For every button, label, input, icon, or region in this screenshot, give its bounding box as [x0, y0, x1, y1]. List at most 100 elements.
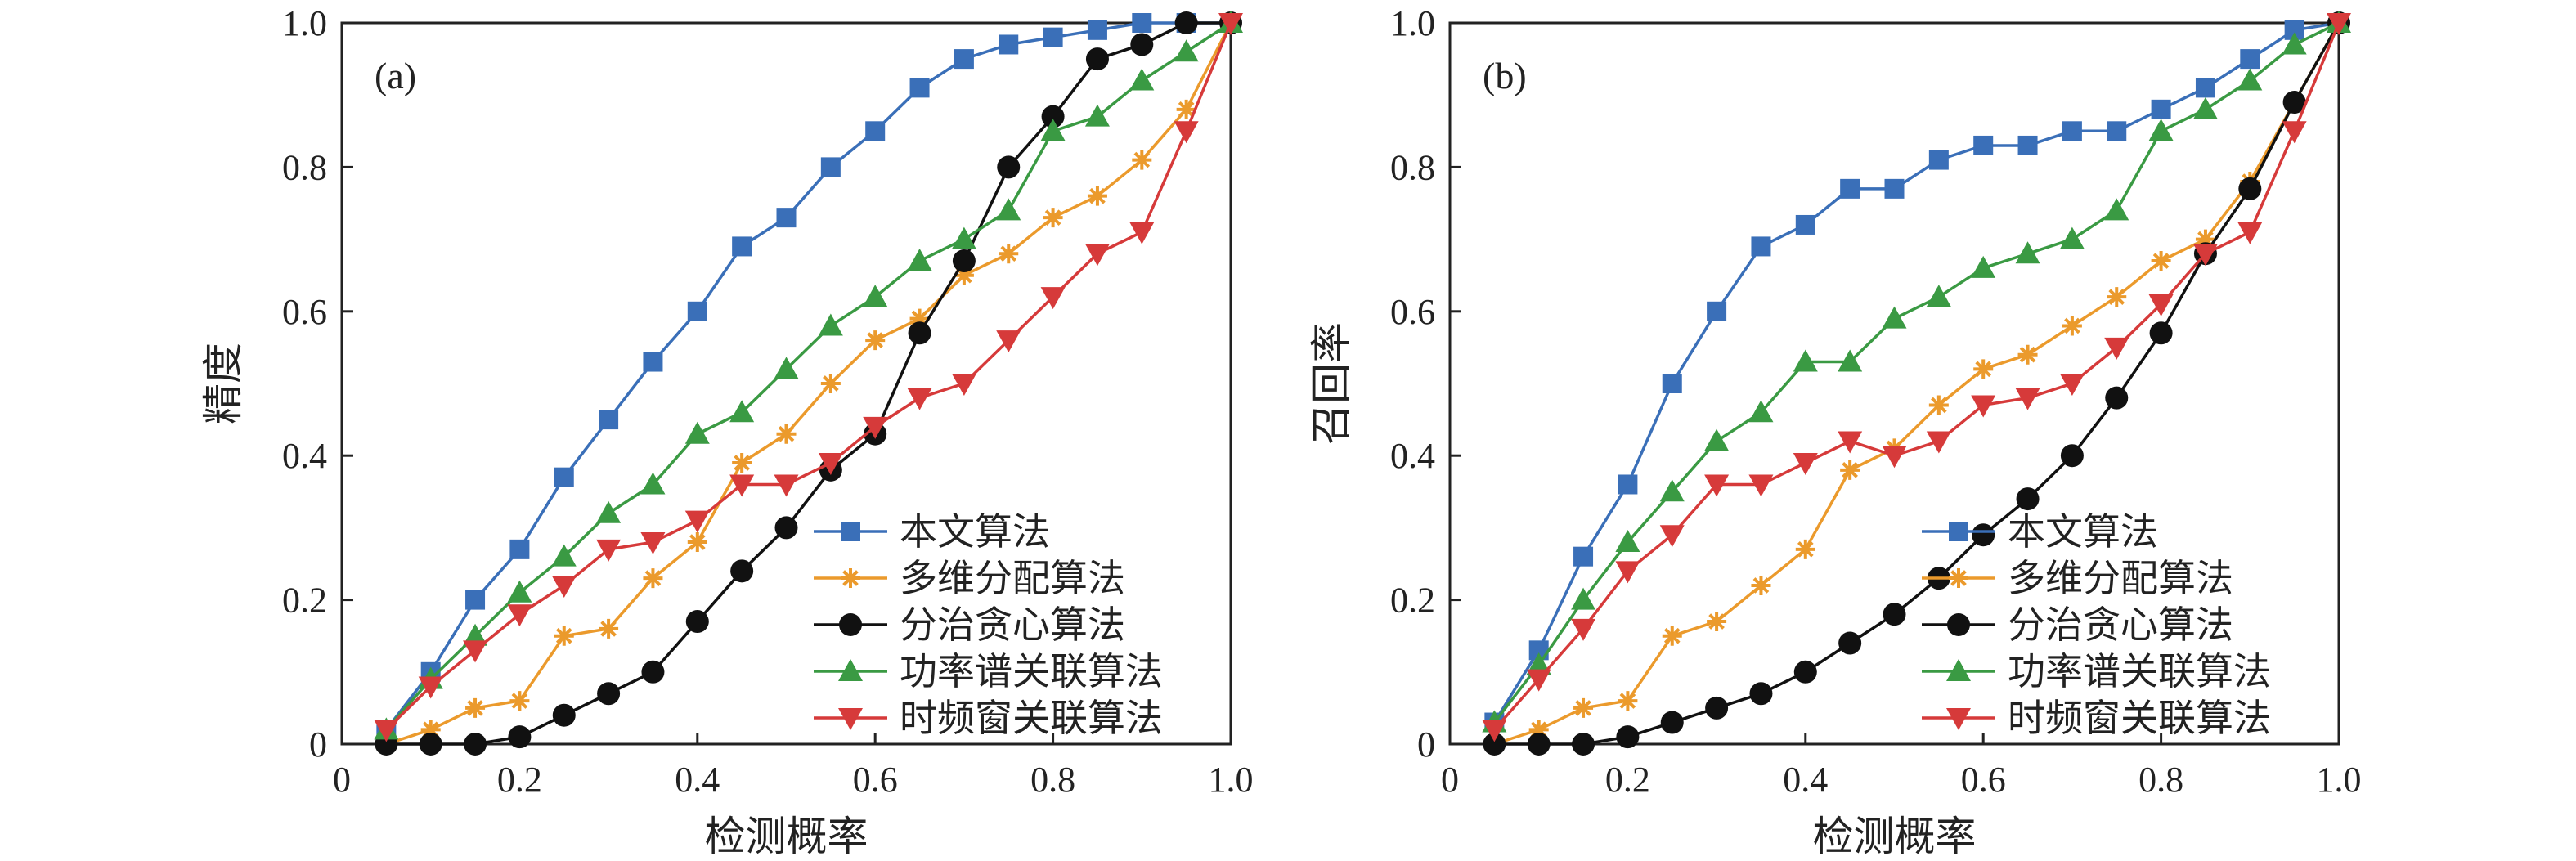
- series-line: [385, 22, 1232, 746]
- data-point: [1838, 631, 1862, 655]
- data-point: [2104, 198, 2129, 221]
- data-point: [1571, 587, 1596, 610]
- data-point: [908, 321, 931, 345]
- data-point: [1573, 546, 1594, 567]
- panel-a: 0 0.2 0.4 0.6 0.8 1.0 0 0.2 0.4 0.6 0.8 1.0 检测概率 精度 (a…: [200, 3, 1254, 859]
- data-point: [951, 374, 976, 396]
- data-point: [1751, 575, 1771, 595]
- data-point: [774, 357, 799, 379]
- data-point: [999, 34, 1019, 55]
- data-point: [1087, 20, 1107, 40]
- data-point: [1040, 287, 1066, 310]
- y-tick-label: 0.8: [282, 147, 327, 187]
- data-point: [1084, 244, 1110, 267]
- data-point: [2062, 121, 2082, 141]
- legend-label: 本文算法: [2008, 511, 2158, 553]
- data-point: [643, 352, 663, 372]
- data-point: [554, 467, 574, 487]
- data-point: [418, 676, 443, 699]
- x-tick-label: 0.2: [1605, 760, 1650, 800]
- data-point: [643, 568, 663, 589]
- panel-label: (a): [375, 55, 416, 96]
- legend-marker: [1949, 522, 1968, 541]
- data-point: [1838, 431, 1863, 454]
- data-point: [2062, 316, 2082, 336]
- x-tick-label: 1.0: [2317, 760, 2362, 800]
- x-tick-label: 0.6: [1961, 760, 2006, 800]
- data-point: [1662, 626, 1682, 646]
- data-point: [2107, 287, 2127, 307]
- data-point: [2192, 96, 2218, 119]
- data-point: [1795, 214, 1815, 235]
- data-point: [997, 155, 1021, 179]
- y-tick-label: 0.8: [1390, 147, 1435, 187]
- data-point: [2282, 91, 2306, 114]
- legend-label: 本文算法: [900, 511, 1050, 553]
- legend-label: 分治贪心算法: [2008, 604, 2233, 646]
- y-tick-label: 1.0: [282, 3, 327, 43]
- data-point: [463, 640, 488, 663]
- data-point: [1883, 603, 1906, 626]
- data-point: [687, 301, 707, 321]
- legend-label: 时频窗关联算法: [2008, 697, 2271, 739]
- data-point: [820, 157, 841, 177]
- series-5: [374, 13, 1243, 742]
- data-point: [1129, 68, 1155, 91]
- y-tick-label: 0: [309, 724, 327, 765]
- data-point: [509, 539, 530, 559]
- data-point: [996, 330, 1021, 353]
- x-tick-label: 1.0: [1209, 760, 1254, 800]
- x-tick-label: 0.4: [1783, 760, 1828, 800]
- data-point: [1707, 301, 1727, 321]
- data-point: [2104, 337, 2129, 360]
- data-point: [909, 78, 930, 98]
- data-point: [420, 720, 441, 740]
- data-point: [999, 244, 1019, 264]
- data-point: [1928, 395, 1949, 415]
- data-point: [1704, 474, 1730, 497]
- data-point: [641, 660, 665, 684]
- data-point: [1573, 697, 1594, 718]
- legend-label: 功率谱关联算法: [900, 651, 1163, 693]
- data-point: [685, 610, 709, 634]
- data-point: [729, 400, 755, 423]
- series-line: [1493, 22, 2340, 746]
- series-5: [1482, 13, 2351, 742]
- y-tick-label: 0.2: [282, 581, 327, 621]
- x-axis-label: 检测概率: [1813, 814, 1977, 859]
- panel-label: (b): [1483, 55, 1527, 96]
- data-point: [729, 474, 755, 497]
- data-point: [1085, 47, 1109, 71]
- data-point: [1132, 13, 1152, 33]
- legend-label: 时频窗关联算法: [900, 697, 1163, 739]
- data-point: [1928, 150, 1949, 170]
- data-point: [1084, 104, 1110, 127]
- data-point: [1174, 39, 1199, 62]
- legend-label: 功率谱关联算法: [2008, 651, 2271, 693]
- data-point: [684, 421, 710, 444]
- data-point: [1793, 349, 1818, 372]
- legend-marker: [841, 568, 860, 588]
- data-point: [951, 226, 976, 249]
- data-point: [463, 623, 488, 646]
- data-point: [419, 733, 442, 756]
- data-point: [909, 308, 930, 329]
- legend-marker: [838, 708, 863, 730]
- x-axis-label: 检测概率: [705, 814, 868, 859]
- data-point: [2192, 244, 2218, 267]
- x-tick-label: 0.8: [2138, 760, 2183, 800]
- legend-marker: [1946, 659, 1971, 681]
- data-point: [640, 532, 666, 555]
- data-point: [1704, 428, 1730, 451]
- data-point: [507, 580, 532, 603]
- data-point: [2105, 386, 2129, 410]
- data-point: [551, 575, 577, 598]
- data-point: [554, 626, 574, 646]
- data-point: [907, 249, 932, 271]
- data-point: [1707, 612, 1727, 632]
- data-point: [1751, 236, 1771, 257]
- series-4: [374, 11, 1243, 740]
- data-point: [774, 474, 799, 497]
